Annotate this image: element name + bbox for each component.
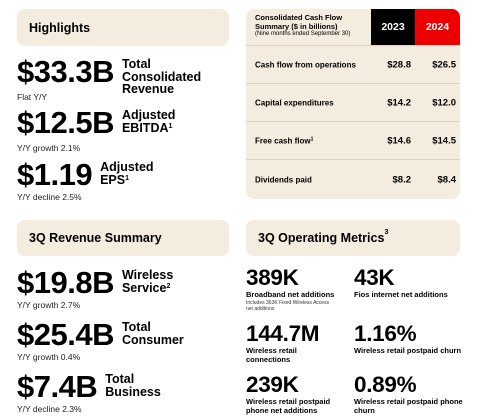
row-label: Capital expenditures — [255, 98, 334, 107]
metric-label: Adjusted EBITDA1 — [121, 108, 176, 135]
metric-total-consumer: $25.4B Total Consumer Y/Y growth 0.4% — [17, 318, 184, 362]
metric-sub: Y/Y decline 2.5% — [17, 192, 82, 202]
table-row: Dividends paid $8.2 $8.4 — [246, 159, 460, 199]
metric-value: 1.16% — [354, 321, 417, 346]
value-2023: $28.8 — [387, 59, 411, 70]
metric-total-business: $7.4B Total Business Y/Y decline 2.3% — [17, 370, 161, 414]
table-row: Free cash flow1 $14.6 $14.5 — [246, 121, 460, 159]
metric-note: Includes 363K Fixed Wireless Access — [246, 299, 330, 306]
cash-flow-table: Consolidated Cash Flow Summary ($ in bil… — [246, 9, 460, 199]
table-row: Cash flow from operations $28.8 $26.5 — [246, 45, 460, 83]
metric-value: $12.5B — [17, 105, 114, 140]
cash-flow-title: Consolidated Cash Flow Summary ($ in bil… — [255, 13, 375, 39]
metric-value: 239K — [246, 372, 299, 397]
metric-fios-net-adds: 43K Fios internet net additions — [354, 266, 448, 300]
value-2024: $12.0 — [432, 97, 456, 108]
revenue-summary-title: 3Q Revenue Summary — [29, 231, 162, 245]
metric-adjusted-ebitda: $12.5B Adjusted EBITDA1 Y/Y growth 2.1% — [17, 106, 175, 153]
metric-total-revenue: $33.3B Total Consolidated Revenue Flat Y… — [17, 55, 201, 102]
metric-wireless-service: $19.8B Wireless Service2 Y/Y growth 2.7% — [17, 266, 173, 310]
row-label: Free cash flow1 — [255, 136, 314, 145]
metric-label: Wireless retail postpaid phone churn — [354, 397, 463, 415]
table-row: Capital expenditures $14.2 $12.0 — [246, 83, 460, 121]
metric-value: 144.7M — [246, 321, 320, 346]
metric-label: Wireless retail connections — [246, 346, 297, 364]
metric-label: Wireless Service2 — [121, 268, 174, 295]
metric-label: Wireless retail postpaid churn — [354, 346, 462, 355]
metric-value: $19.8B — [17, 265, 114, 300]
metric-value: 0.89% — [354, 372, 417, 397]
metric-adjusted-eps: $1.19 Adjusted EPS1 Y/Y decline 2.5% — [17, 158, 154, 202]
value-2024: $26.5 — [432, 59, 456, 70]
column-header-2023: 2023 — [371, 9, 415, 45]
highlights-header: Highlights — [17, 9, 229, 46]
metric-value: $1.19 — [17, 157, 93, 192]
value-2023: $8.2 — [392, 174, 412, 185]
metric-value: $25.4B — [17, 317, 114, 352]
column-header-2024: 2024 — [415, 9, 460, 45]
operating-metrics-title: 3Q Operating Metrics3 — [258, 229, 389, 245]
metric-postpaid-churn: 1.16% Wireless retail postpaid churn — [354, 322, 464, 356]
metric-value: 43K — [354, 265, 395, 290]
metric-postpaid-phone-churn: 0.89% Wireless retail postpaid phone chu… — [354, 373, 464, 415]
revenue-summary-header: 3Q Revenue Summary — [17, 220, 229, 256]
operating-metrics-header: 3Q Operating Metrics3 — [246, 220, 460, 256]
metric-label: Total Business — [105, 372, 161, 399]
metric-postpaid-phone-net-adds: 239K Wireless retail postpaid phone net … — [246, 373, 346, 415]
metric-sub: Y/Y decline 2.3% — [17, 404, 82, 414]
metric-sub: Y/Y growth 2.7% — [17, 300, 81, 310]
metric-value: $7.4B — [17, 369, 98, 404]
value-2024: $8.4 — [437, 174, 457, 185]
metric-label: Wireless retail postpaid phone net addit… — [246, 397, 331, 415]
metric-sub: Y/Y growth 2.1% — [17, 143, 81, 153]
metric-label: Broadband net additions — [246, 290, 335, 299]
metric-value: 389K — [246, 265, 299, 290]
value-2023: $14.2 — [387, 97, 411, 108]
row-label: Dividends paid — [255, 175, 312, 184]
metric-broadband-net-adds: 389K Broadband net additions Includes 36… — [246, 266, 334, 312]
value-2024: $14.5 — [432, 135, 456, 146]
row-label: Cash flow from operations — [255, 60, 356, 69]
cash-flow-note: (Nine months ended September 30) — [255, 31, 351, 37]
metric-sub: Y/Y growth 0.4% — [17, 352, 81, 362]
metric-note: net additions — [246, 305, 275, 312]
metric-label: Adjusted EPS1 — [100, 160, 154, 187]
metric-label: Total Consolidated Revenue — [121, 57, 202, 96]
metric-label: Fios internet net additions — [354, 290, 448, 299]
value-2023: $14.6 — [387, 135, 411, 146]
metric-value: $33.3B — [17, 54, 114, 89]
metric-sub: Flat Y/Y — [17, 91, 48, 102]
metric-label: Total Consumer — [121, 320, 184, 347]
highlights-title: Highlights — [29, 20, 91, 35]
metric-wireless-retail-connections: 144.7M Wireless retail connections — [246, 322, 346, 364]
